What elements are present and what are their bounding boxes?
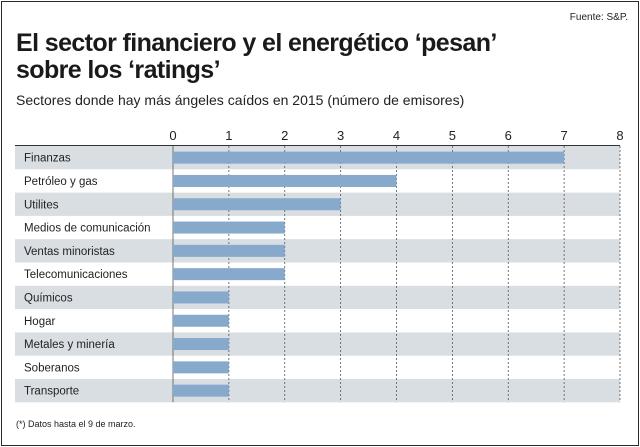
category-label: Hogar (24, 316, 55, 328)
bar (173, 361, 229, 374)
bar (173, 221, 285, 234)
x-tick-label: 0 (169, 128, 176, 143)
x-tick-label: 3 (337, 128, 344, 143)
x-tick-label: 6 (505, 128, 512, 143)
category-label: Finanzas (24, 153, 71, 165)
bar (173, 244, 285, 257)
title-line-2: sobre los ‘ratings’ (16, 56, 221, 84)
x-tick-label: 8 (616, 128, 623, 143)
row-stripe (15, 239, 620, 263)
title-line-1: El sector financiero y el energético ‘pe… (16, 29, 497, 57)
category-label: Químicos (24, 292, 73, 304)
bar (173, 268, 285, 281)
x-tick-label: 7 (561, 128, 568, 143)
bar (173, 291, 229, 304)
row-stripe (15, 379, 620, 403)
category-label: Utilites (24, 199, 59, 211)
row-stripe (15, 332, 620, 356)
bar (173, 151, 565, 164)
row-stripe (15, 285, 620, 310)
chart-subtitle: Sectores donde hay más ángeles caídos en… (16, 92, 465, 108)
category-label: Petróleo y gas (24, 176, 98, 188)
x-tick-label: 1 (225, 128, 232, 143)
bar (173, 384, 229, 397)
category-label: Telecomunicaciones (24, 269, 128, 281)
x-tick-label: 2 (281, 128, 288, 143)
category-label: Metales y minería (24, 339, 115, 351)
bar (173, 314, 229, 327)
bar (173, 338, 229, 351)
source-note: Fuente: S&P. (569, 12, 628, 23)
x-tick-label: 5 (449, 128, 456, 143)
x-tick-label: 4 (393, 128, 400, 143)
category-label: Medios de comunicación (24, 223, 151, 235)
category-label: Ventas minoristas (24, 246, 115, 258)
footnote: (*) Datos hasta el 9 de marzo. (16, 419, 136, 429)
category-label: Transporte (24, 386, 79, 398)
chart-title: El sector financiero y el energético ‘pe… (16, 30, 616, 84)
bar (173, 198, 341, 211)
category-label: Soberanos (24, 362, 80, 374)
bar (173, 174, 397, 187)
